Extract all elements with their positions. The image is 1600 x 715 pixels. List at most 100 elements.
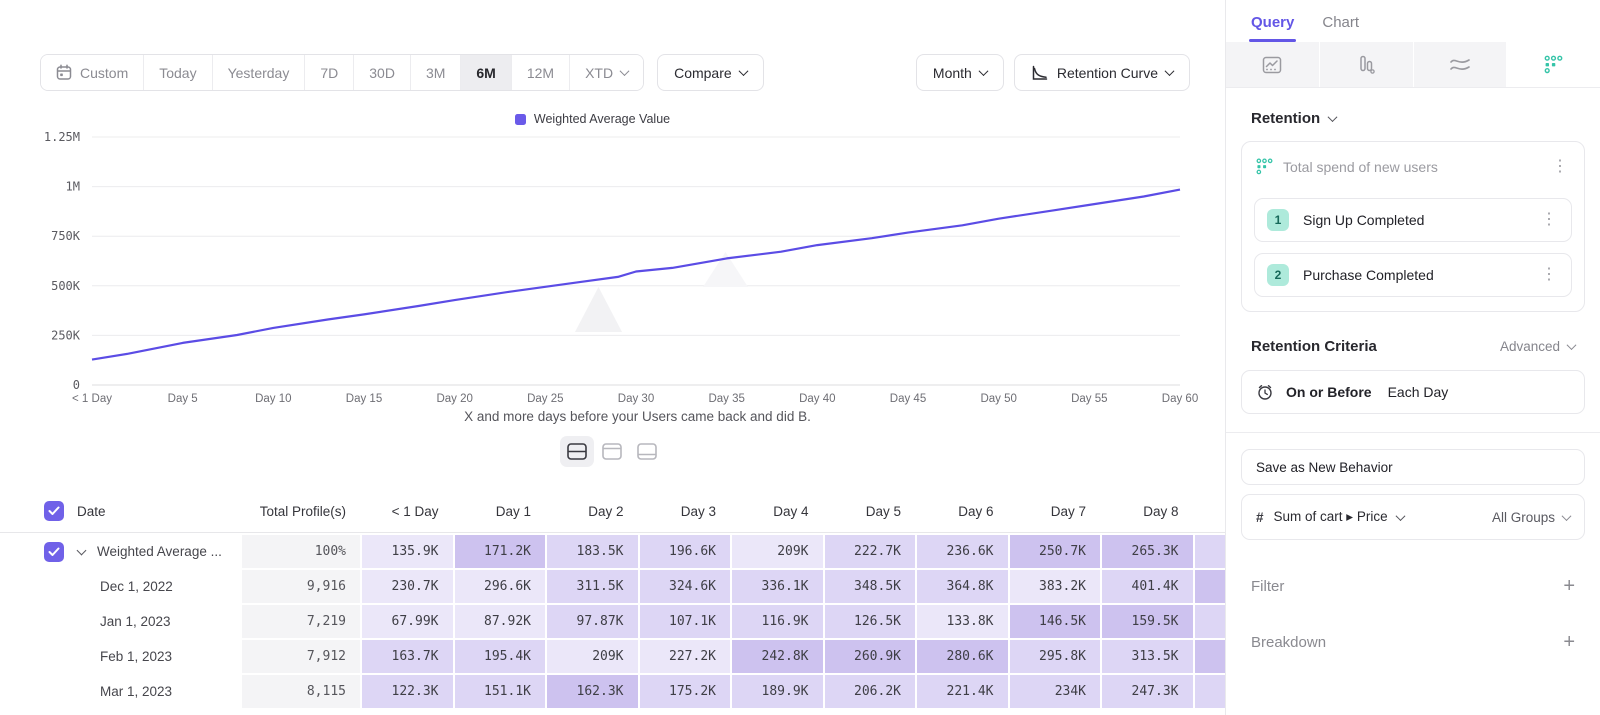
bar-chart-kind-button[interactable] bbox=[1320, 42, 1414, 87]
retention-value-cell[interactable]: 189.9K bbox=[730, 675, 823, 708]
retention-value-cell[interactable]: 236.6K bbox=[915, 535, 1008, 568]
retention-condition-row[interactable]: On or Before Each Day bbox=[1241, 370, 1585, 414]
retention-value-cell[interactable]: 209K bbox=[730, 535, 823, 568]
view-table-only-button[interactable] bbox=[630, 436, 664, 467]
retention-value-cell[interactable]: 146.5K bbox=[1008, 605, 1101, 638]
retention-value-cell[interactable]: 230.7K bbox=[360, 570, 453, 603]
retention-line-chart[interactable]: 0250K500K750K1M1.25M< 1 DayDay 5Day 10Da… bbox=[0, 130, 1225, 415]
advanced-dropdown[interactable]: Advanced bbox=[1500, 339, 1575, 354]
retention-value-cell[interactable]: 135.9K bbox=[360, 535, 453, 568]
retention-value-cell[interactable]: 222.7K bbox=[823, 535, 916, 568]
expand-chevron-icon[interactable] bbox=[77, 545, 87, 555]
retention-value-cell[interactable]: 107.1K bbox=[638, 605, 731, 638]
range-30d[interactable]: 30D bbox=[354, 55, 411, 90]
retention-value-cell[interactable]: 247.3K bbox=[1100, 675, 1193, 708]
retention-value-cell[interactable]: 171.2K bbox=[453, 535, 546, 568]
row-label-cell[interactable]: Feb 1, 2023 bbox=[0, 640, 240, 673]
measure-row[interactable]: # Sum of cart ▸ Price All Groups bbox=[1241, 494, 1585, 540]
retention-value-cell[interactable]: 313.5K bbox=[1100, 640, 1193, 673]
retention-value-cell[interactable]: 159.5K bbox=[1100, 605, 1193, 638]
retention-value-cell[interactable]: 126.5K bbox=[823, 605, 916, 638]
step-row-2[interactable]: 2 Purchase Completed ⋮ bbox=[1254, 253, 1572, 297]
retention-value-cell[interactable]: 383.2K bbox=[1008, 570, 1101, 603]
range-7d[interactable]: 7D bbox=[305, 55, 354, 90]
retention-kind-button[interactable] bbox=[1507, 42, 1600, 87]
column-header[interactable]: Total Profile(s) bbox=[240, 490, 360, 532]
retention-value-cell[interactable]: 234K bbox=[1008, 675, 1101, 708]
range-today[interactable]: Today bbox=[144, 55, 212, 90]
all-groups-dropdown[interactable]: All Groups bbox=[1492, 510, 1570, 525]
step-row-1[interactable]: 1 Sign Up Completed ⋮ bbox=[1254, 198, 1572, 242]
line-chart-kind-button[interactable] bbox=[1226, 42, 1320, 87]
retention-value-cell[interactable]: 163.7K bbox=[360, 640, 453, 673]
add-breakdown-button[interactable]: + bbox=[1563, 632, 1575, 652]
granularity-button[interactable]: Month bbox=[916, 54, 1004, 91]
column-header[interactable]: Day 2 bbox=[545, 490, 638, 532]
column-header[interactable]: Day 3 bbox=[638, 490, 731, 532]
row-label-cell[interactable]: Mar 1, 2023 bbox=[0, 675, 240, 708]
range-3m[interactable]: 3M bbox=[411, 55, 461, 90]
retention-value-cell[interactable]: 67.99K bbox=[360, 605, 453, 638]
column-header[interactable]: Day 1 bbox=[453, 490, 546, 532]
retention-value-cell[interactable]: 122.3K bbox=[360, 675, 453, 708]
retention-value-cell[interactable]: 324.6K bbox=[638, 570, 731, 603]
chart-type-button[interactable]: Retention Curve bbox=[1014, 54, 1190, 91]
kebab-menu-icon[interactable]: ⋮ bbox=[1539, 212, 1559, 228]
retention-value-cell[interactable]: 260.9K bbox=[823, 640, 916, 673]
kebab-menu-icon[interactable]: ⋮ bbox=[1539, 267, 1559, 283]
retention-value-cell[interactable]: 364.8K bbox=[915, 570, 1008, 603]
tab-query[interactable]: Query bbox=[1251, 14, 1294, 42]
retention-value-cell[interactable]: 227.2K bbox=[638, 640, 731, 673]
retention-value-cell[interactable]: 162.3K bbox=[545, 675, 638, 708]
retention-value-cell[interactable]: 151.1K bbox=[453, 675, 546, 708]
retention-value-cell[interactable]: 116.9K bbox=[730, 605, 823, 638]
column-header[interactable]: Day 7 bbox=[1008, 490, 1101, 532]
column-header[interactable]: < 1 Day bbox=[360, 490, 453, 532]
retention-value-cell[interactable]: 87.92K bbox=[453, 605, 546, 638]
total-profiles-cell: 9,916 bbox=[240, 570, 360, 603]
retention-value-cell[interactable]: 295.8K bbox=[1008, 640, 1101, 673]
save-as-new-behavior-button[interactable]: Save as New Behavior bbox=[1241, 449, 1585, 485]
range-xtd[interactable]: XTD bbox=[570, 55, 643, 90]
retention-value-cell[interactable]: 311.5K bbox=[545, 570, 638, 603]
range-6m[interactable]: 6M bbox=[461, 55, 511, 90]
view-split-button[interactable] bbox=[560, 436, 594, 467]
tab-chart[interactable]: Chart bbox=[1322, 14, 1359, 42]
kebab-menu-icon[interactable]: ⋮ bbox=[1550, 159, 1570, 175]
retention-value-cell[interactable]: 195.4K bbox=[453, 640, 546, 673]
add-filter-button[interactable]: + bbox=[1563, 576, 1575, 596]
column-header[interactable]: Day 6 bbox=[915, 490, 1008, 532]
row-label-cell[interactable]: Dec 1, 2022 bbox=[0, 570, 240, 603]
retention-value-cell[interactable]: 97.87K bbox=[545, 605, 638, 638]
retention-value-cell[interactable]: 401.4K bbox=[1100, 570, 1193, 603]
column-header[interactable]: Day 4 bbox=[730, 490, 823, 532]
retention-value-cell[interactable]: 280.6K bbox=[915, 640, 1008, 673]
retention-section-header[interactable]: Retention bbox=[1226, 88, 1600, 127]
row-checkbox[interactable] bbox=[44, 542, 64, 562]
retention-value-cell[interactable]: 242.8K bbox=[730, 640, 823, 673]
range-12m[interactable]: 12M bbox=[512, 55, 570, 90]
range-yesterday[interactable]: Yesterday bbox=[213, 55, 306, 90]
select-all-checkbox[interactable] bbox=[44, 501, 64, 521]
row-label-cell[interactable]: Jan 1, 2023 bbox=[0, 605, 240, 638]
retention-value-cell[interactable]: 196.6K bbox=[638, 535, 731, 568]
retention-value-cell[interactable]: 175.2K bbox=[638, 675, 731, 708]
retention-value-cell[interactable]: 209K bbox=[545, 640, 638, 673]
retention-value-cell[interactable]: 265.3K bbox=[1100, 535, 1193, 568]
range-custom[interactable]: Custom bbox=[41, 55, 144, 90]
retention-value-cell[interactable]: 250.7K bbox=[1008, 535, 1101, 568]
retention-value-cell[interactable]: 183.5K bbox=[545, 535, 638, 568]
retention-value-cell[interactable]: 133.8K bbox=[915, 605, 1008, 638]
retention-value-cell[interactable]: 348.5K bbox=[823, 570, 916, 603]
measure-property-dropdown[interactable]: Sum of cart ▸ Price bbox=[1274, 509, 1404, 525]
retention-value-cell[interactable]: 206.2K bbox=[823, 675, 916, 708]
retention-value-cell[interactable]: 336.1K bbox=[730, 570, 823, 603]
retention-value-cell[interactable]: 221.4K bbox=[915, 675, 1008, 708]
row-label-cell[interactable]: Weighted Average ... bbox=[0, 535, 240, 568]
retention-value-cell[interactable]: 296.6K bbox=[453, 570, 546, 603]
column-header[interactable]: Day 5 bbox=[823, 490, 916, 532]
view-chart-only-button[interactable] bbox=[595, 436, 629, 467]
column-header[interactable]: Day 8 bbox=[1100, 490, 1193, 532]
flows-kind-button[interactable] bbox=[1414, 42, 1508, 87]
compare-button[interactable]: Compare bbox=[657, 54, 764, 91]
